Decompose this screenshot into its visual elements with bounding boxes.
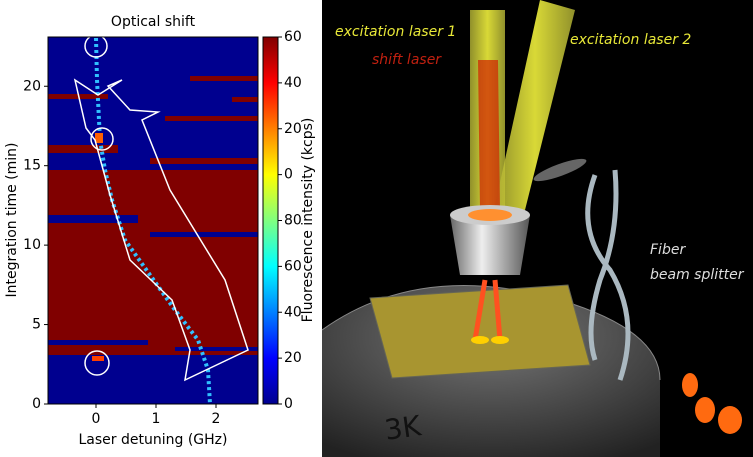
colorbar-tick-label: 20 xyxy=(284,121,302,137)
x-tick-label: 0 xyxy=(92,411,101,427)
y-tick-label: 20 xyxy=(23,78,41,94)
figure: Optical shift Laser detuning (GHz) Integ… xyxy=(0,0,753,457)
y-axis-label: Integration time (min) xyxy=(4,143,20,298)
colorbar-tick-label: 0 xyxy=(284,167,293,183)
colorbar-tick-label: 60 xyxy=(284,258,302,274)
colorbar-tick-label: 80 xyxy=(284,213,302,229)
heatmap xyxy=(48,35,258,404)
illustration-label: excitation laser 2 xyxy=(570,32,691,48)
y-tick-label: 15 xyxy=(23,158,41,174)
colorbar-tick-label: 40 xyxy=(284,75,302,91)
chart-title: Optical shift xyxy=(111,14,196,30)
colorbar xyxy=(263,37,278,404)
illustration-label: excitation laser 1 xyxy=(335,24,456,40)
illustration-label: Fiber xyxy=(650,242,686,258)
colorbar-tick-label: 20 xyxy=(284,350,302,366)
y-tick-label: 5 xyxy=(32,317,41,333)
illustration-label: 3K xyxy=(382,409,423,447)
x-tick-label: 1 xyxy=(152,411,161,427)
colorbar-tick-label: 60 xyxy=(284,29,302,45)
colorbar-tick-label: 0 xyxy=(284,396,293,412)
y-tick-label: 0 xyxy=(32,396,41,412)
colorbar-tick-label: 40 xyxy=(284,304,302,320)
illustration-label: shift laser xyxy=(372,52,442,68)
colorbar-label: Fluorescence intensity (kcps) xyxy=(300,118,316,323)
x-axis-label: Laser detuning (GHz) xyxy=(79,432,228,448)
x-tick-label: 2 xyxy=(212,411,221,427)
illustration xyxy=(322,0,753,457)
y-tick-label: 10 xyxy=(23,237,41,253)
illustration-label: beam splitter xyxy=(650,267,745,283)
